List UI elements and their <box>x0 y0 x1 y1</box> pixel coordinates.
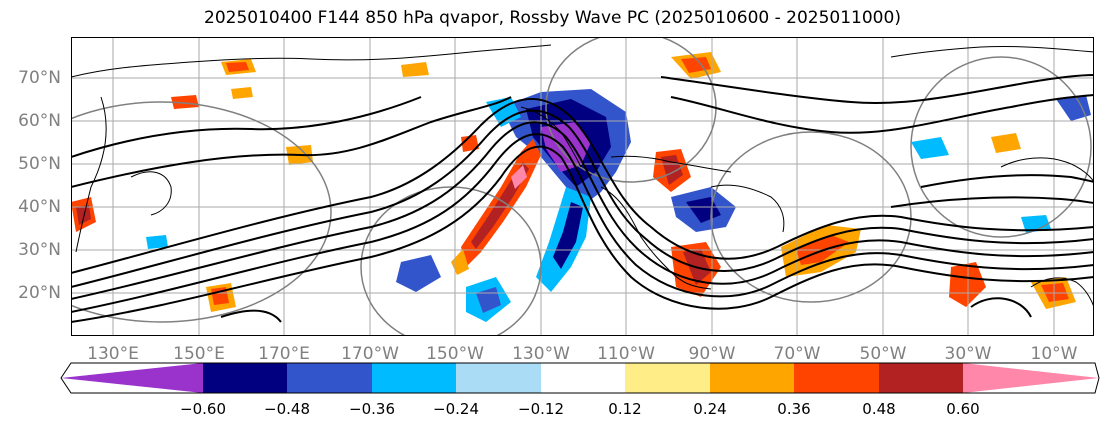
lon-label-30w: 30°W <box>944 344 992 364</box>
lat-label-20n: 20°N <box>18 283 61 303</box>
lon-label-10w: 10°W <box>1030 344 1078 364</box>
colorbar-tick-label: −0.36 <box>349 400 395 418</box>
colorbar-tick-label: 0.48 <box>862 400 896 418</box>
colorbar-segment <box>963 363 1099 393</box>
colorbar-segment <box>203 363 287 393</box>
colorbar-tick-label: −0.48 <box>264 400 310 418</box>
lat-label-40n: 40°N <box>18 197 61 217</box>
lat-label-30n: 30°N <box>18 240 61 260</box>
colorbar-segment <box>541 363 625 393</box>
lon-label-70w: 70°W <box>773 344 821 364</box>
colorbar-segment <box>879 363 963 393</box>
colorbar-segment <box>287 363 372 393</box>
lon-label-170w: 170°W <box>341 344 399 364</box>
colorbar <box>60 362 1100 394</box>
lon-label-150w: 150°W <box>426 344 484 364</box>
colorbar-tick-label: 0.60 <box>946 400 980 418</box>
lat-label-60n: 60°N <box>18 111 61 131</box>
height-contours <box>71 74 1094 323</box>
lon-label-150e: 150°E <box>173 344 225 364</box>
colorbar-segment <box>625 363 710 393</box>
lon-label-90w: 90°W <box>688 344 736 364</box>
colorbar-segment <box>456 363 541 393</box>
colorbar-tick-label: −0.12 <box>518 400 564 418</box>
lon-label-130e: 130°E <box>87 344 139 364</box>
colorbar-segment <box>61 363 203 393</box>
colorbar-tick-label: −0.24 <box>433 400 479 418</box>
lon-label-50w: 50°W <box>859 344 907 364</box>
lat-label-50n: 50°N <box>18 154 61 174</box>
colorbar-tick-label: 0.24 <box>693 400 727 418</box>
lon-label-110w: 110°W <box>597 344 655 364</box>
lon-label-170e: 170°E <box>258 344 310 364</box>
colorbar-segment <box>710 363 794 393</box>
lat-label-70n: 70°N <box>18 68 61 88</box>
coastlines <box>71 44 1094 308</box>
colorbar-segment <box>794 363 879 393</box>
colorbar-tick-label: −0.60 <box>180 400 226 418</box>
map-title: 2025010400 F144 850 hPa qvapor, Rossby W… <box>204 8 901 28</box>
colorbar-segment <box>372 363 456 393</box>
map-panel <box>71 37 1094 336</box>
colorbar-tick-label: 0.36 <box>777 400 811 418</box>
lon-label-130w: 130°W <box>512 344 570 364</box>
rossby-wave-pc-contours <box>71 37 1092 336</box>
colorbar-tick-label: 0.12 <box>608 400 642 418</box>
